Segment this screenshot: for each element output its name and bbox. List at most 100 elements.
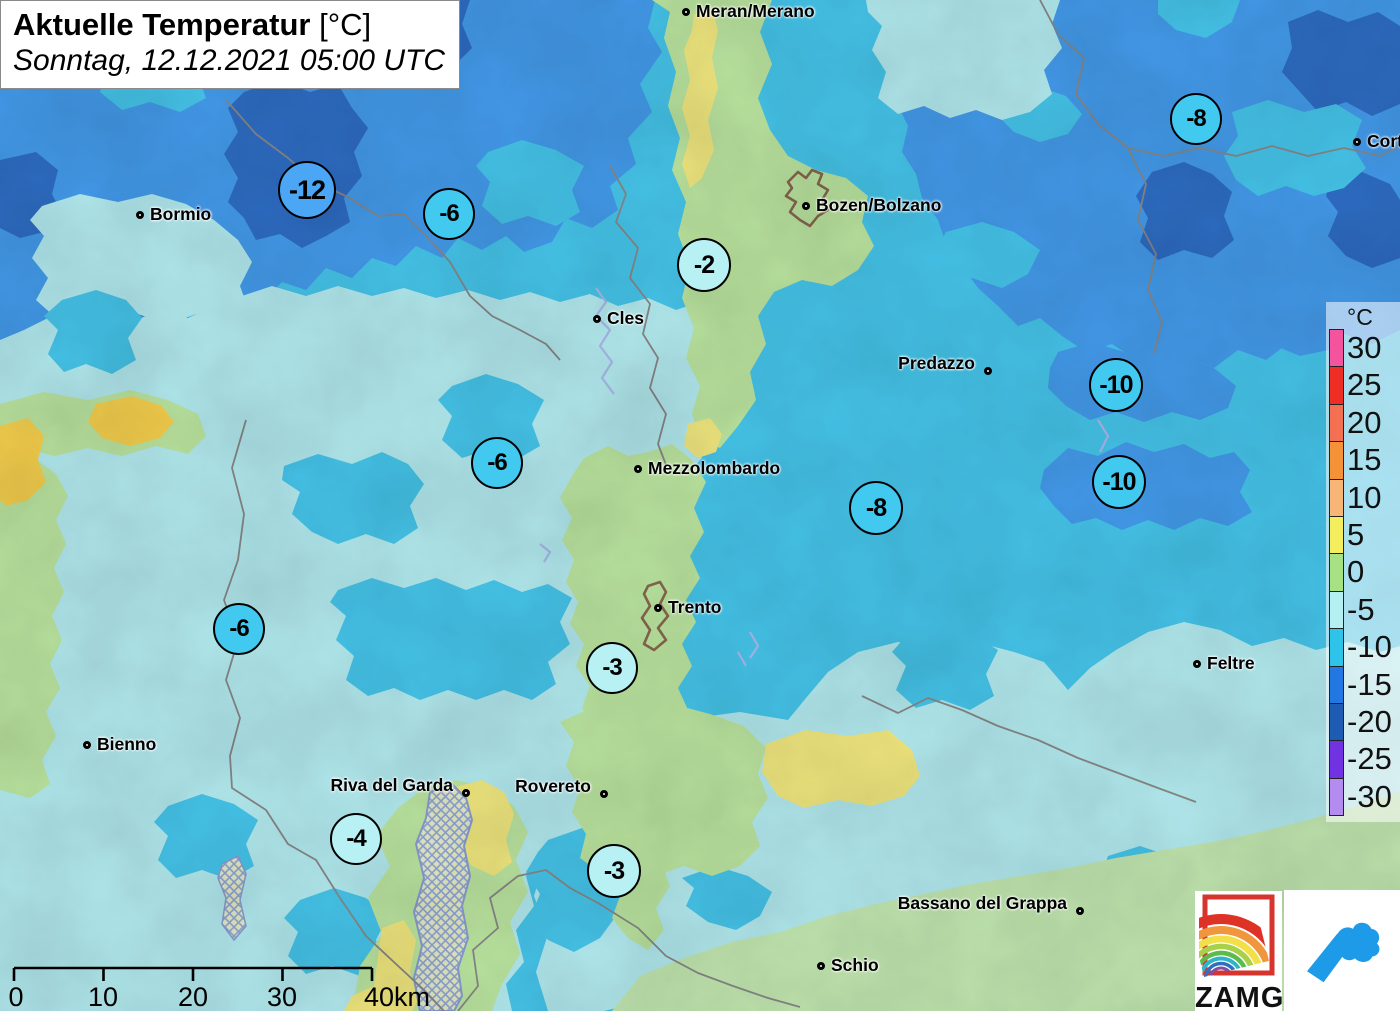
city-label: Bienno bbox=[97, 734, 157, 754]
city-label: Schio bbox=[831, 955, 879, 975]
legend-swatch bbox=[1329, 590, 1344, 630]
legend-entry: -25 bbox=[1329, 740, 1400, 779]
city-label: Mezzolombardo bbox=[648, 458, 781, 478]
city-marker-icon bbox=[654, 604, 662, 612]
legend-value: 10 bbox=[1347, 479, 1382, 515]
temperature-bubble: -3 bbox=[586, 642, 638, 694]
city-marker-icon bbox=[682, 8, 690, 16]
city-label: Rovereto bbox=[515, 776, 591, 796]
legend-unit-label: °C bbox=[1347, 304, 1373, 330]
scale-label-20: 20 bbox=[178, 982, 208, 1011]
legend-swatch bbox=[1329, 665, 1344, 704]
city-marker-icon bbox=[462, 789, 470, 797]
city-marker-icon bbox=[593, 315, 601, 323]
legend-entry: -20 bbox=[1329, 702, 1400, 742]
legend-value: 5 bbox=[1347, 516, 1365, 552]
legend-value: -30 bbox=[1347, 778, 1392, 814]
temperature-bubble: -8 bbox=[849, 481, 903, 535]
legend-swatch bbox=[1329, 441, 1344, 480]
scale-label-10: 10 bbox=[88, 982, 118, 1011]
temperature-legend: °C 30 25 20 15 10 5 0 -5 -10 -15 -20 -25 -30 bbox=[1326, 302, 1400, 822]
city-label: Riva del Garda bbox=[330, 775, 453, 795]
legend-value: 25 bbox=[1347, 367, 1382, 403]
scale-label-0: 0 bbox=[8, 982, 23, 1011]
legend-entry: -30 bbox=[1329, 777, 1400, 817]
legend-swatch bbox=[1329, 553, 1344, 592]
city-marker-icon bbox=[802, 202, 810, 210]
temperature-bubble: -6 bbox=[423, 188, 475, 240]
city-label: Bormio bbox=[150, 204, 212, 224]
map-title-text: Aktuelle Temperatur bbox=[13, 7, 311, 42]
zamg-logo[interactable]: ZAMG bbox=[1185, 891, 1285, 1011]
scale-bar-labels: 0 10 20 30 40km bbox=[8, 982, 430, 1011]
legend-swatch bbox=[1329, 478, 1344, 517]
legend-value: -10 bbox=[1347, 629, 1392, 665]
legend-value: -15 bbox=[1347, 666, 1392, 702]
city-label: Cortina bbox=[1367, 131, 1400, 151]
legend-swatch bbox=[1329, 777, 1344, 817]
legend-swatch bbox=[1329, 702, 1344, 742]
city-marker-icon bbox=[1353, 138, 1361, 146]
city-label: Trento bbox=[668, 597, 722, 617]
temperature-bubble: -2 bbox=[677, 238, 731, 292]
city-marker-icon bbox=[600, 790, 608, 798]
temperature-bubble: -3 bbox=[587, 844, 641, 898]
legend-entry: 25 bbox=[1329, 366, 1400, 405]
legend-swatch bbox=[1329, 628, 1344, 667]
legend-value: -5 bbox=[1347, 591, 1375, 627]
city-label: Feltre bbox=[1207, 653, 1255, 673]
city-label: Bozen/Bolzano bbox=[816, 195, 942, 215]
city-marker-icon bbox=[136, 211, 144, 219]
city-marker-icon bbox=[1076, 907, 1084, 915]
legend-swatch bbox=[1329, 740, 1344, 779]
city-marker-icon bbox=[817, 962, 825, 970]
temperature-bubble: -10 bbox=[1089, 358, 1143, 412]
city-marker-icon bbox=[83, 741, 91, 749]
legend-swatch bbox=[1329, 329, 1344, 368]
legend-entry: 20 bbox=[1329, 403, 1400, 443]
temperature-bubble: -6 bbox=[471, 437, 523, 489]
legend-entry: 0 bbox=[1329, 553, 1400, 592]
temperature-bubble: -6 bbox=[213, 603, 265, 655]
legend-value: 0 bbox=[1347, 554, 1365, 590]
city-label: Meran/Merano bbox=[696, 1, 815, 21]
city-marker-icon bbox=[634, 465, 642, 473]
legend-entry: 10 bbox=[1329, 478, 1400, 517]
zamg-rainbow-icon bbox=[1185, 894, 1275, 978]
legend-entry: -5 bbox=[1329, 590, 1400, 630]
city-marker-icon bbox=[1193, 660, 1201, 668]
legend-blocks: 30 25 20 15 10 5 0 -5 -10 -15 -20 -25 -30 bbox=[1326, 329, 1400, 817]
legend-entry: -15 bbox=[1329, 665, 1400, 704]
legend-swatch bbox=[1329, 515, 1344, 555]
legend-entry: 15 bbox=[1329, 441, 1400, 480]
mountain-cloud-icon bbox=[1307, 922, 1380, 982]
temperature-bubble: -10 bbox=[1092, 455, 1146, 509]
legend-value: 15 bbox=[1347, 442, 1382, 478]
scale-label-30: 30 bbox=[267, 982, 297, 1011]
scale-bar: 0 10 20 30 40km bbox=[8, 966, 430, 1011]
legend-value: -25 bbox=[1347, 741, 1392, 777]
partner-logo[interactable] bbox=[1284, 890, 1400, 1011]
legend-entry: -10 bbox=[1329, 628, 1400, 667]
zamg-wordmark: ZAMG bbox=[1195, 982, 1285, 1011]
city-label: Predazzo bbox=[898, 353, 975, 373]
legend-value: 30 bbox=[1347, 330, 1382, 365]
map-title-unit: [°C] bbox=[319, 7, 372, 42]
temperature-bubble: -4 bbox=[330, 813, 382, 865]
city-label: Bassano del Grappa bbox=[897, 893, 1067, 913]
temperature-bubble: -8 bbox=[1170, 93, 1222, 145]
legend-entry: 5 bbox=[1329, 515, 1400, 555]
scale-bar-line bbox=[12, 966, 374, 981]
legend-swatch bbox=[1329, 366, 1344, 405]
title-box: Aktuelle Temperatur [°C] Sonntag, 12.12.… bbox=[0, 0, 460, 90]
scale-label-40km: 40km bbox=[364, 982, 430, 1011]
legend-swatch bbox=[1329, 403, 1344, 443]
map-subtitle: Sonntag, 12.12.2021 05:00 UTC bbox=[13, 44, 445, 78]
legend-value: -20 bbox=[1347, 703, 1392, 739]
map-title: Aktuelle Temperatur [°C] bbox=[13, 6, 445, 43]
legend-entry: 30 bbox=[1329, 329, 1400, 368]
temperature-bubble: -12 bbox=[278, 161, 336, 219]
